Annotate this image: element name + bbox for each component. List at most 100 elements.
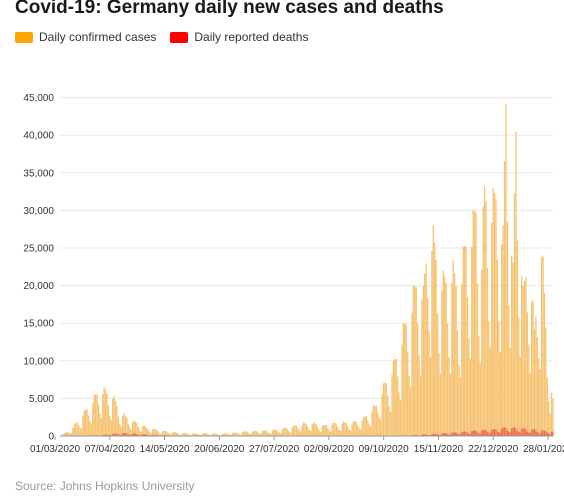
cases-bar	[322, 424, 325, 436]
cases-bar	[549, 413, 551, 436]
x-tick-label: 27/07/2020	[249, 444, 299, 455]
cases-bar	[228, 434, 231, 436]
deaths-bar	[535, 430, 537, 436]
cases-bar	[310, 431, 312, 436]
cases-bar	[492, 187, 494, 436]
legend-label-cases: Daily confirmed cases	[39, 30, 157, 44]
cases-bar	[221, 433, 224, 436]
cases-bar	[374, 405, 376, 436]
x-tick-label: 22/12/2020	[468, 444, 518, 455]
cases-bar	[458, 364, 460, 436]
cases-bar	[448, 357, 450, 436]
cases-bar	[117, 416, 120, 436]
deaths-bar	[521, 428, 523, 436]
y-tick-label: 45,000	[23, 93, 54, 104]
cases-bar	[206, 433, 208, 436]
deaths-bar	[485, 430, 487, 436]
deaths-bar	[481, 430, 483, 436]
cases-bar	[550, 392, 553, 436]
cases-bar	[338, 429, 340, 436]
legend-swatch-deaths	[170, 31, 189, 43]
chart-svg: 0 5,000 10,000 15,000 20,000 25,000 30,000 35,0…	[23, 93, 564, 455]
cases-bar	[501, 244, 503, 436]
deaths-bar	[525, 429, 527, 436]
cases-bar	[186, 433, 188, 436]
deaths-bar	[146, 434, 148, 436]
y-tick-label: 25,000	[23, 244, 54, 255]
cases-bar	[337, 426, 339, 436]
cases-bar	[409, 387, 412, 436]
cases-bar	[351, 423, 353, 436]
cases-bar	[83, 410, 85, 436]
cases-bar	[270, 433, 272, 436]
legend: Daily confirmed cases Daily reported dea…	[15, 30, 322, 44]
cases-bar	[72, 427, 74, 436]
deaths-bar	[459, 434, 462, 436]
deaths-bar	[523, 428, 526, 436]
cases-bar	[321, 426, 323, 436]
cases-bar	[82, 416, 84, 436]
cases-bar	[331, 424, 333, 436]
y-tick-label: 0	[48, 432, 54, 443]
cases-bar	[134, 421, 137, 436]
cases-bar	[483, 185, 486, 436]
cases-bar	[545, 327, 547, 436]
cases-bar	[295, 425, 298, 436]
deaths-bar	[139, 434, 141, 436]
cases-bar	[243, 431, 245, 436]
cases-bar	[439, 373, 442, 436]
deaths-bar	[502, 427, 504, 436]
cases-bar	[241, 432, 244, 436]
cases-bar	[213, 433, 215, 436]
cases-bar	[466, 297, 469, 436]
cases-bar	[184, 433, 187, 436]
deaths-bar	[106, 434, 108, 436]
cases-bar	[112, 398, 114, 436]
deaths-bar	[422, 434, 424, 436]
cases-bar	[365, 416, 367, 436]
cases-bar	[142, 426, 144, 436]
cases-bar	[130, 429, 132, 436]
deaths-bar	[431, 434, 433, 436]
cases-bar	[169, 433, 171, 436]
cases-bar	[412, 285, 414, 436]
cases-bar	[377, 411, 379, 436]
cases-bar	[164, 431, 167, 436]
cases-bar	[515, 131, 517, 436]
deaths-bar	[468, 433, 470, 436]
cases-bar	[156, 429, 158, 436]
cases-bar	[76, 422, 78, 436]
cases-bar	[207, 434, 209, 436]
deaths-bar	[436, 434, 439, 436]
cases-bar	[280, 433, 282, 436]
cases-bar	[226, 433, 228, 436]
deaths-bar	[461, 432, 463, 436]
deaths-bar	[112, 433, 114, 436]
deaths-bar	[122, 433, 124, 436]
deaths-bar	[513, 427, 516, 436]
cases-bar	[479, 362, 481, 436]
deaths-bar	[472, 430, 474, 436]
cases-bar	[294, 425, 296, 436]
cases-bar	[481, 269, 483, 436]
cases-bar	[151, 429, 154, 436]
cases-bar	[325, 425, 328, 436]
cases-bar	[422, 285, 424, 436]
cases-bar	[394, 359, 396, 436]
cases-bar	[521, 276, 523, 436]
cases-bar	[498, 320, 500, 436]
deaths-bar	[489, 433, 491, 436]
deaths-bar	[469, 433, 471, 436]
cases-bar	[445, 282, 447, 436]
cases-bar	[367, 420, 369, 436]
cases-bar	[462, 246, 464, 436]
cases-bar	[389, 411, 392, 436]
cases-bar	[414, 285, 416, 436]
cases-bar	[417, 323, 419, 436]
x-tick-label: 07/04/2020	[85, 444, 135, 455]
cases-bar	[110, 420, 112, 436]
cases-bar	[320, 431, 322, 436]
x-tick-label: 15/11/2020	[414, 444, 464, 455]
deaths-bar	[538, 432, 540, 436]
cases-bar	[330, 431, 332, 436]
